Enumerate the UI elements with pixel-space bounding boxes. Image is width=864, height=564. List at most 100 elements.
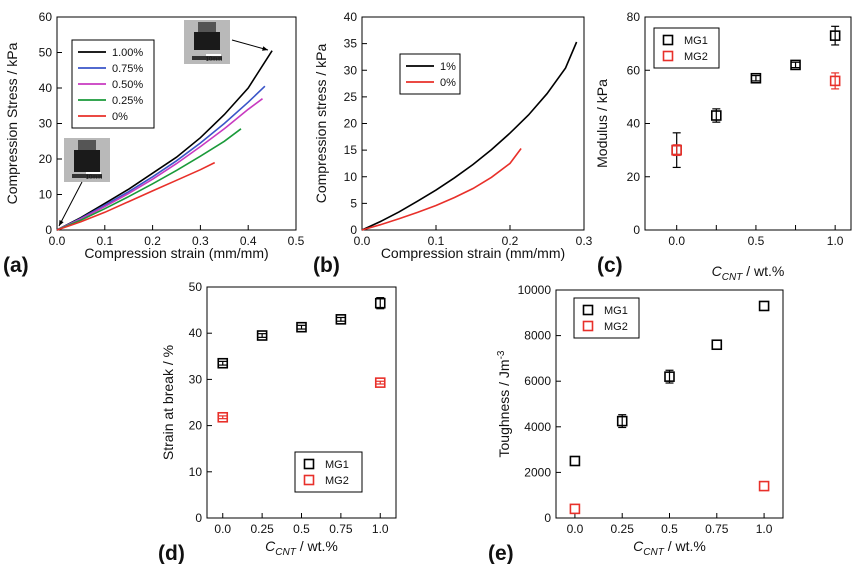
data-point-marker: [711, 339, 723, 351]
legend-label: 0%: [112, 111, 128, 123]
y-tick-label: 25: [344, 90, 358, 104]
inset-specimen: [74, 150, 100, 172]
y-tick-label: 40: [627, 117, 641, 131]
y-tick-label: 10: [39, 188, 53, 202]
data-point: [829, 30, 841, 41]
legend-label: MG2: [684, 51, 708, 63]
legend-label: 0%: [440, 77, 456, 89]
y-axis-label: Modulus / kPa: [594, 79, 610, 168]
legend-label: 0.25%: [112, 95, 143, 107]
arrow-line: [231, 39, 269, 51]
x-tick-label: 0.3: [192, 234, 209, 248]
data-point-marker: [217, 411, 229, 423]
y-tick-label: 40: [344, 10, 358, 24]
data-point-marker: [569, 503, 581, 515]
data-point: [758, 480, 770, 492]
x-tick-label: 0.75: [705, 522, 729, 536]
y-axis-label: Compression Stress / kPa: [4, 42, 20, 204]
arrow-head: [59, 220, 64, 226]
data-point: [671, 144, 682, 156]
series-line-4: [56, 128, 242, 231]
y-tick-label: 0: [195, 511, 202, 525]
data-point-marker: [569, 455, 581, 467]
inset-photo: 10mm: [64, 138, 110, 182]
x-tick-label: 0.3: [576, 234, 593, 248]
y-tick-label: 50: [189, 280, 203, 294]
arrow-head: [262, 46, 268, 51]
y-tick-label: 0: [544, 511, 551, 525]
y-tick-label: 20: [39, 152, 53, 166]
legend-label: 1%: [440, 61, 456, 73]
data-point: [711, 110, 722, 121]
data-point-marker: [616, 415, 628, 427]
legend-box: [573, 297, 640, 339]
y-tick-label: 30: [344, 63, 358, 77]
x-tick-label: 0.5: [293, 522, 310, 536]
inset-scale-label: 10mm: [206, 57, 223, 63]
x-tick-label: 0.0: [354, 234, 371, 248]
y-tick-label: 10: [189, 465, 203, 479]
legend: 1.00% 0.75% 0.50% 0.25% 0%: [71, 39, 155, 129]
data-point-marker: [296, 321, 307, 333]
y-tick-label: 20: [344, 117, 358, 131]
y-tick-label: 15: [344, 143, 358, 157]
x-tick-label: 0.5: [661, 522, 678, 536]
legend-swatch: [662, 50, 674, 62]
x-tick-label: 0.0: [668, 234, 685, 248]
legend-label: MG2: [604, 321, 628, 333]
legend-swatch: [582, 320, 594, 332]
inset-specimen: [194, 32, 220, 50]
x-tick-label: 0.2: [144, 234, 161, 248]
inset-scale-label: 10mm: [86, 175, 103, 181]
data-point: [616, 415, 628, 427]
arrow-line: [58, 181, 83, 227]
data-point: [374, 377, 386, 388]
x-tick-label: 0.5: [288, 234, 305, 248]
y-tick-label: 40: [39, 81, 53, 95]
data-point-marker: [758, 300, 770, 312]
data-point: [569, 455, 581, 467]
annotation-arrows: [58, 39, 269, 227]
inset-scale-bar: [86, 172, 101, 174]
x-tick-label: 0.25: [611, 522, 635, 536]
inset-scale-bar: [206, 54, 221, 56]
chart-panel-5: 0.0 0.25 0.5 0.75 1.0 0 2000 4000 6000 8000 10000 C…: [488, 283, 784, 564]
data-point: [711, 339, 723, 351]
y-tick-label: 8000: [524, 329, 551, 343]
legend-label: MG1: [684, 35, 708, 47]
x-tick-label: 0.1: [96, 234, 113, 248]
y-tick-label: 30: [189, 372, 203, 386]
x-axis-label: CCNT / wt.%: [265, 538, 338, 558]
y-tick-label: 0: [45, 223, 52, 237]
legend-swatch: [662, 34, 674, 46]
inset-lower-platen: [192, 56, 222, 60]
data-point-marker: [374, 377, 386, 388]
inset-photo: 10mm: [184, 20, 230, 64]
y-tick-label: 80: [627, 10, 641, 24]
y-tick-label: 40: [189, 326, 203, 340]
y-tick-label: 20: [627, 170, 641, 184]
data-point-marker: [374, 297, 386, 309]
data-point-marker: [711, 110, 722, 121]
panel-letter: (a): [3, 254, 29, 277]
y-axis-label: Strain at break / %: [160, 345, 176, 460]
legend-swatch: [582, 304, 594, 316]
legend-label: 0.75%: [112, 63, 143, 75]
legend-box: [399, 53, 461, 95]
legend-label: 0.50%: [112, 79, 143, 91]
series-line-3: [56, 98, 263, 231]
chart-panel-4: 0.0 0.25 0.5 0.75 1.0 0 10 20 30 40 50 CCNT / wt.% S…: [158, 280, 397, 564]
data-point-marker: [829, 30, 841, 41]
y-tick-label: 0: [633, 223, 640, 237]
y-tick-label: 4000: [524, 420, 551, 434]
legend-label: MG1: [325, 459, 349, 471]
data-point: [335, 314, 347, 325]
y-tick-label: 2000: [524, 465, 551, 479]
data-point: [758, 300, 770, 312]
x-tick-label: 0.75: [329, 522, 353, 536]
plot-frame: [361, 16, 585, 231]
x-tick-label: 0.4: [240, 234, 257, 248]
data-point-marker: [256, 330, 268, 341]
x-tick-label: 1.0: [372, 522, 389, 536]
